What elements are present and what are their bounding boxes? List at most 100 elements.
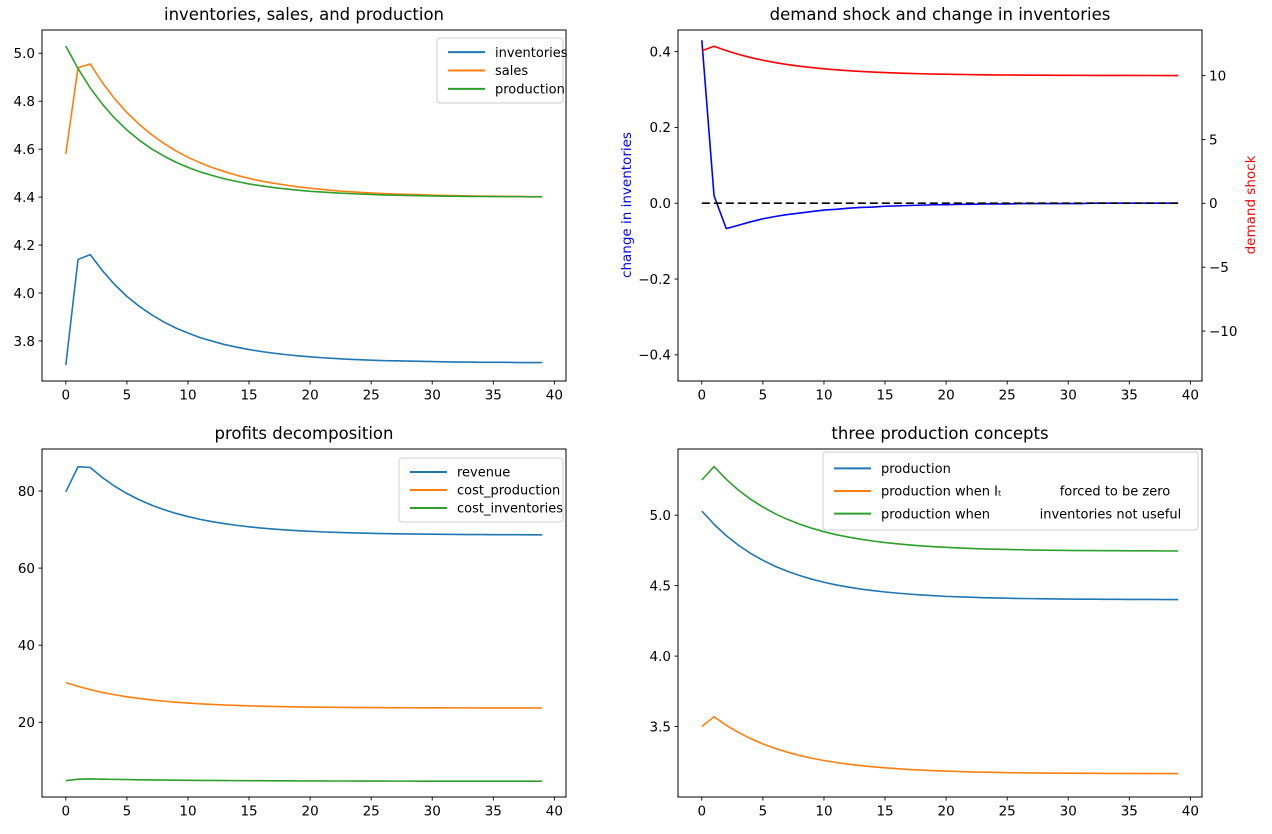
legend-label-production-inventories-not-useful: production when inventories not useful	[881, 507, 1181, 522]
x-tick-label: 25	[999, 388, 1016, 404]
chart-title-demand-shock-change-inventories: demand shock and change in inventories	[769, 5, 1111, 24]
legend-label-revenue: revenue	[457, 466, 510, 481]
x-tick-label: 40	[546, 388, 563, 404]
x-tick-label: 15	[876, 388, 893, 404]
y-tick-label: 4.0	[14, 286, 35, 302]
plot-border	[677, 448, 1203, 798]
x-tick-label: 35	[1121, 388, 1138, 404]
series-revenue	[65, 465, 543, 536]
y-tick-label: 3.8	[14, 334, 35, 350]
y-axis-label-change-in-inventories: change in inventories	[619, 132, 635, 278]
y-tick-label: −0.2	[638, 272, 671, 288]
chart-title-inventories-sales-production: inventories, sales, and production	[163, 5, 445, 24]
x-tick-label: 20	[938, 388, 955, 404]
legend-label-cost-inventories: cost_inventories	[457, 502, 563, 517]
y-tick-label: 20	[18, 715, 35, 731]
x-tick-label: 25	[363, 804, 380, 820]
legend-label-inventories: inventories	[495, 46, 568, 61]
legend-label-production: production	[495, 82, 565, 97]
x-tick-label: 40	[546, 804, 563, 820]
x-tick-label: 0	[698, 388, 707, 404]
series-production	[65, 45, 543, 198]
x-tick-label: 30	[424, 388, 441, 404]
series-production-inventories-forced-zero	[701, 715, 1179, 775]
x-tick-label: 10	[815, 804, 832, 820]
x-tick-label: 0	[698, 804, 707, 820]
x-tick-label: 10	[179, 388, 196, 404]
legend-profits-decomposition: revenue cost_production cost_inventories	[398, 457, 564, 523]
x-tick-label: 20	[938, 804, 955, 820]
x-tick-label: 35	[485, 804, 502, 820]
plot-border	[41, 448, 567, 798]
y-tick-label: 80	[18, 484, 35, 500]
legend-three-production-concepts: production production when Iₜ forced to b…	[822, 451, 1199, 531]
series-change-in-inventories	[701, 40, 1179, 230]
x-tick-label: 40	[1182, 804, 1199, 820]
chart-title-three-production-concepts: three production concepts	[831, 424, 1049, 443]
y-tick-label: −0.4	[638, 348, 671, 364]
x-tick-label: 10	[815, 388, 832, 404]
chart-inventories-sales-production: 0 5 10 15 20 25 30 35 40 3.8 4.0 4.2 4.4 4.6 4.8 5.0 inv…	[14, 29, 568, 404]
x-tick-label: 25	[999, 804, 1016, 820]
x-tick-label: 35	[1121, 804, 1138, 820]
x-tick-label: 15	[240, 388, 257, 404]
chart-demand-shock-change-inventories: 0 5 10 15 20 25 30 35 40 −0.4 −0.2 0.0 0.2 0.4 −10 −5 0 5…	[638, 29, 1238, 404]
y-tick-label: 60	[18, 561, 35, 577]
x-tick-label: 30	[424, 804, 441, 820]
x-tick-label: 0	[62, 388, 71, 404]
legend-box	[436, 37, 564, 104]
y-tick-label: 4.8	[14, 94, 35, 110]
chart-title-profits-decomposition: profits decomposition	[214, 424, 394, 443]
plot-border	[677, 29, 1203, 382]
x-tick-label: 5	[759, 804, 768, 820]
x-tick-label: 10	[179, 804, 196, 820]
legend-label-production: production	[881, 462, 951, 477]
x-tick-label: 20	[302, 388, 319, 404]
legend-label-production-inventories-forced-zero: production when Iₜ forced to be zero	[881, 485, 1170, 500]
x-tick-label: 35	[485, 388, 502, 404]
series-production	[701, 510, 1179, 601]
y2-tick-label: 10	[1209, 68, 1226, 84]
legend-label-sales: sales	[495, 64, 528, 79]
series-cost-inventories	[65, 778, 543, 783]
y-tick-label: 4.2	[14, 238, 35, 254]
series-inventories	[65, 253, 543, 366]
x-tick-label: 20	[302, 804, 319, 820]
chart-three-production-concepts: 0 5 10 15 20 25 30 35 403.54.04.55.0productionpr…	[650, 448, 1203, 820]
x-tick-label: 15	[240, 804, 257, 820]
legend-label-cost-production: cost_production	[457, 484, 560, 499]
y2-tick-label: 5	[1209, 132, 1218, 148]
series-production-inventories-not-useful	[701, 465, 1179, 552]
y-tick-label: 0.4	[650, 44, 671, 60]
y-tick-label: 4.5	[650, 578, 671, 594]
x-tick-label: 25	[363, 388, 380, 404]
legend-inventories-sales-production: inventories sales production	[436, 37, 568, 104]
y-tick-label: 0.0	[650, 196, 671, 212]
series-cost-production	[65, 681, 543, 709]
y-tick-label: 4.4	[14, 190, 35, 206]
x-tick-label: 40	[1182, 388, 1199, 404]
legend-box	[822, 451, 1199, 531]
series-demand-shock	[701, 45, 1179, 77]
x-tick-label: 15	[876, 804, 893, 820]
y-tick-label: 0.2	[650, 120, 671, 136]
plot-border	[41, 29, 567, 382]
y-tick-label: 4.0	[650, 649, 671, 665]
x-tick-label: 0	[62, 804, 71, 820]
x-tick-label: 5	[759, 388, 768, 404]
chart-profits-decomposition: 0 5 10 15 20 25 30 35 40 20 40 60 80 revenue cost_prod…	[18, 448, 567, 820]
x-tick-label: 5	[123, 388, 132, 404]
y-tick-label: 5.0	[14, 46, 35, 62]
y-tick-label: 4.6	[14, 142, 35, 158]
legend-box	[398, 457, 564, 523]
x-tick-label: 5	[123, 804, 132, 820]
y-tick-label: 3.5	[650, 719, 671, 735]
y-tick-label: 5.0	[650, 508, 671, 524]
x-tick-label: 30	[1060, 804, 1077, 820]
y-axis-label-demand-shock: demand shock	[1243, 155, 1259, 255]
y2-tick-label: −5	[1209, 260, 1229, 276]
y2-tick-label: −10	[1209, 324, 1238, 340]
y-tick-label: 40	[18, 638, 35, 654]
